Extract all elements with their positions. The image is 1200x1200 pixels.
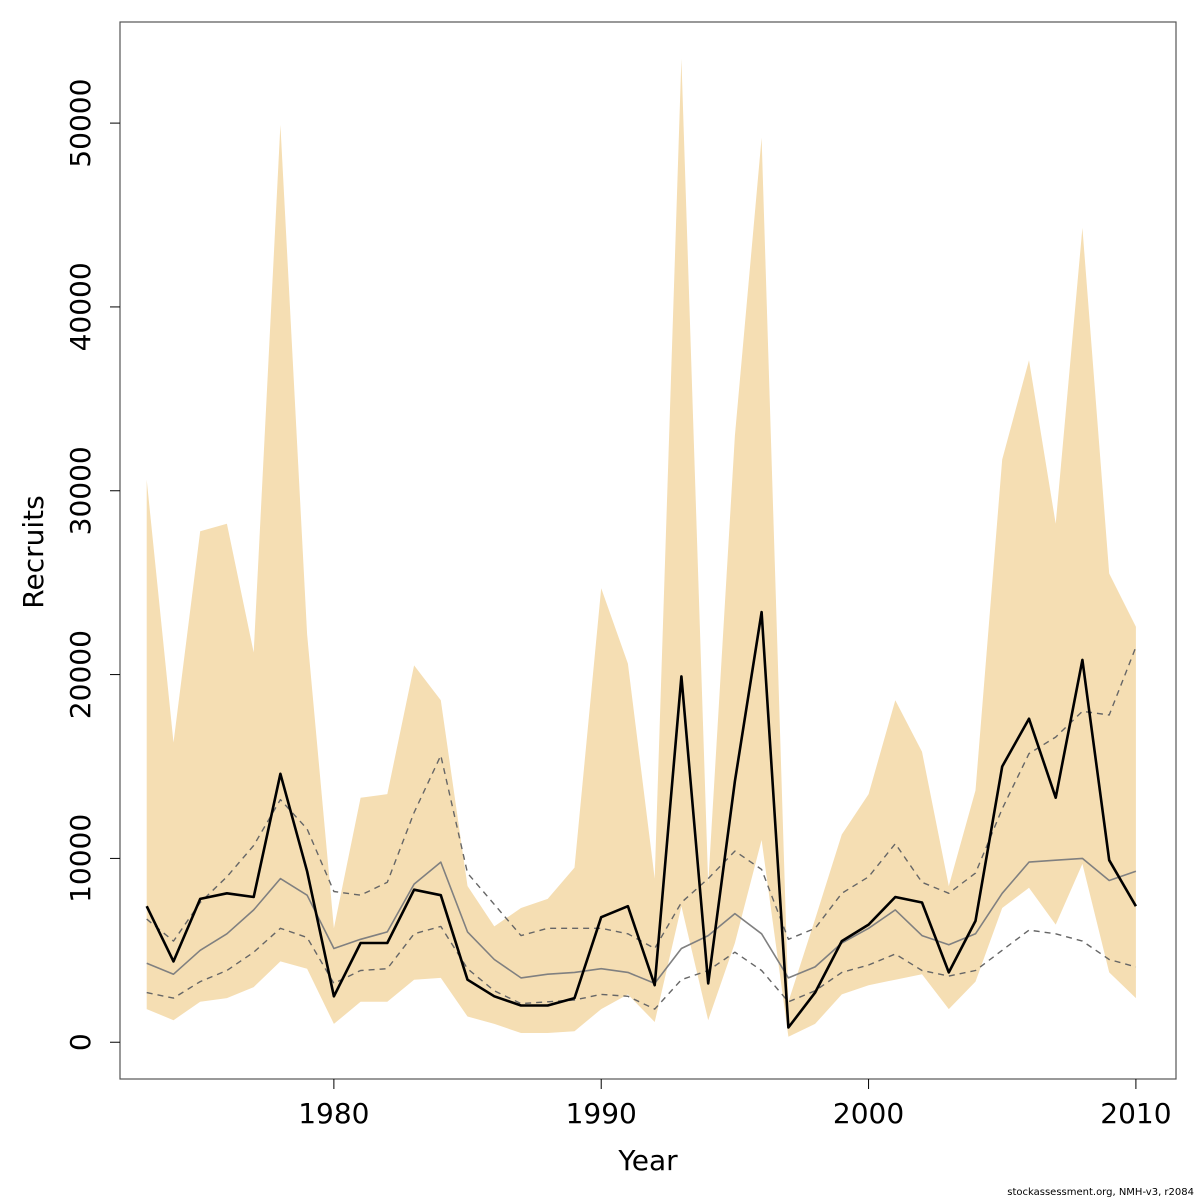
series-line-lower-quantile (146, 925, 1137, 1010)
y-axis: 0 10000 20000 30000 40000 50000 (64, 79, 120, 1051)
y-tick-label-20000: 20000 (64, 630, 97, 719)
plot-frame (119, 21, 1177, 1080)
x-tick-label-1990: 1990 (566, 1097, 637, 1130)
x-axis-label: Year (617, 1144, 678, 1177)
x-axis: 1980 1990 2000 2010 (298, 1079, 1172, 1130)
y-tick-label-50000: 50000 (64, 79, 97, 168)
x-tick-label-2000: 2000 (833, 1097, 904, 1130)
y-tick-label-40000: 40000 (64, 262, 97, 351)
series-line-median (146, 857, 1137, 985)
x-tick-label-1980: 1980 (298, 1097, 369, 1130)
confidence-band (146, 58, 1136, 1037)
y-tick-label-10000: 10000 (64, 814, 97, 903)
series-line-upper-quantile (146, 646, 1137, 950)
y-axis-label: Recruits (17, 495, 50, 608)
x-tick-label-2010: 2010 (1100, 1097, 1171, 1130)
y-tick-label-30000: 30000 (64, 446, 97, 535)
y-tick-label-0: 0 (64, 1033, 97, 1051)
footer-credit: stockassessment.org, NMH-v3, r2084 (1007, 1187, 1194, 1198)
plot-area (119, 21, 1177, 1080)
series-line-estimate (145, 610, 1138, 1029)
